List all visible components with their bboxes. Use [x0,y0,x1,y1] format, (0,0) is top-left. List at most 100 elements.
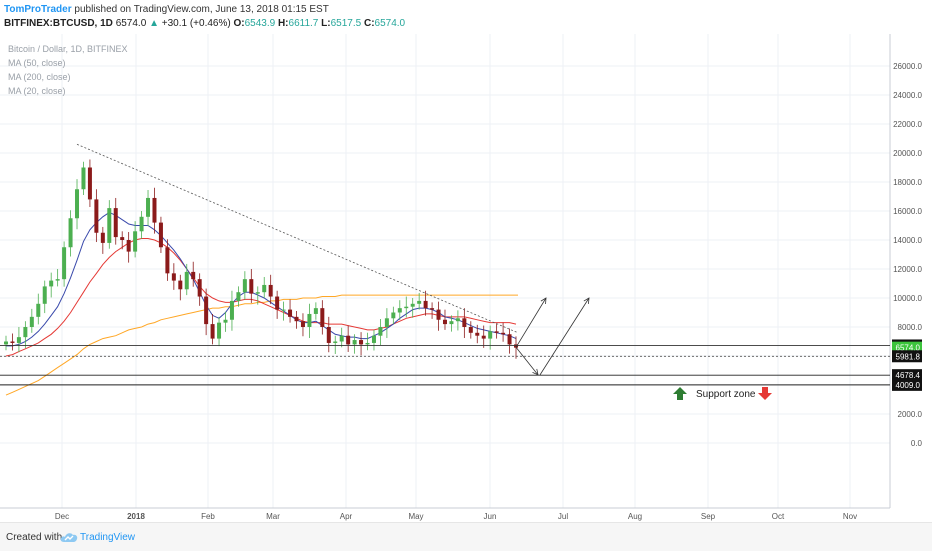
candle-body [126,240,131,252]
candle-body [165,247,170,274]
ma200-line [5,294,518,396]
y-tick-label: 18000.0 [893,178,922,187]
candle-body [152,197,157,223]
candle-body [197,279,202,297]
author-link[interactable]: TomProTrader [4,4,72,15]
candle-body [229,300,234,320]
low-value: 6517.5 [330,18,362,29]
candle-body [326,327,331,343]
last-price: 6574.0 [115,18,147,29]
tradingview-brand-link[interactable]: TradingView [80,532,136,543]
candle-body [42,286,47,304]
tradingview-cloud-icon[interactable] [60,531,78,543]
x-tick-label: Oct [772,512,785,521]
ma20-line [6,211,517,347]
candle-body [468,327,473,333]
candle-body [87,167,92,200]
x-tick-label: Apr [340,512,353,521]
candle-body [449,321,454,325]
candle-body [333,341,338,343]
candle-body [68,218,73,248]
candle-body [288,309,293,317]
y-tick-label: 2000.0 [898,410,923,419]
projection-arrow-3-up-head [583,297,590,305]
candle-body [313,308,318,314]
x-tick-label: Jun [484,512,497,521]
candle-body [223,319,228,323]
low-label: L: [321,18,331,29]
support-zone-annotation[interactable]: Support zone [673,387,772,400]
candle-body [430,308,435,310]
candle-body [249,279,254,294]
ma50-line [5,238,517,357]
candle-body [378,327,383,336]
y-tick-label: 20000.0 [893,149,922,158]
projection-arrow-2-down [515,347,539,376]
legend-item: Bitcoin / Dollar, 1D, BITFINEX [8,44,128,54]
candle-body [494,331,499,333]
candle-body [139,216,144,232]
candle-body [113,208,118,238]
candle-body [365,342,370,345]
time-axis[interactable]: Dec 2018 Feb Mar Apr May Jun Jul Aug Sep Oct Nov [55,512,857,521]
candle-body [410,303,415,307]
projection-arrow-1-up-head [540,297,547,305]
candle-body [171,273,176,281]
x-tick-label: Dec [55,512,69,521]
projection-arrow-3-up [539,297,590,376]
candle-body [178,280,183,290]
candle-body [346,335,351,345]
candle-body [423,300,428,309]
x-tick-label: Aug [628,512,642,521]
support-down-arrow-icon [758,387,772,400]
candle-body [371,335,376,343]
candle-body [10,341,15,343]
x-tick-label: Mar [266,512,280,521]
candle-body [100,232,105,243]
ohlc-line: BITFINEX:BTCUSD, 1D 6574.0 ▲ +30.1 (+0.4… [4,18,405,29]
x-tick-label: May [408,512,423,521]
candle-body [294,316,299,322]
legend-item: MA (20, close) [8,86,66,96]
candle-body [242,279,247,293]
x-tick-label: Nov [843,512,857,521]
candle-body [488,331,493,339]
support-up-arrow-icon [673,387,687,400]
close-label: C: [363,18,375,29]
projection-arrow-2-down-head [532,368,539,376]
candle-body [507,334,512,345]
candle-body [442,319,447,325]
legend-item: MA (200, close) [8,72,71,82]
x-tick-label: 2018 [127,512,145,521]
x-tick-label: Sep [701,512,716,521]
high-value: 6611.7 [288,18,319,29]
x-tick-label: Jul [558,512,568,521]
candle-body [204,296,209,325]
price-label-text: 4678.4 [896,371,921,380]
candle-body [262,284,267,293]
candle-body [307,313,312,327]
candle-body [359,340,364,345]
candle-body [462,318,467,327]
price-label-text: 4009.0 [896,381,921,390]
symbol-label[interactable]: BITFINEX:BTCUSD, 1D [4,18,113,29]
candle-body [455,318,460,322]
candle-body [514,344,518,348]
chart-legend[interactable]: Bitcoin / Dollar, 1D, BITFINEX MA (50, cl… [8,44,128,96]
grid [0,34,890,508]
candles[interactable] [4,159,518,359]
candle-body [29,316,34,327]
candle-body [120,237,125,240]
level-price-tag [892,378,922,391]
candle-body [404,306,409,309]
candle-body [255,292,260,294]
candle-body [475,332,480,336]
candle-body [236,292,241,301]
y-tick-label: 12000.0 [893,265,922,274]
candle-body [384,318,389,327]
candle-body [281,309,286,311]
y-tick-label: 14000.0 [893,236,922,245]
candle-body [62,247,67,280]
price-chart[interactable]: 0.02000.04000.06000.08000.010000.012000.… [0,34,932,522]
candle-body [268,284,273,297]
